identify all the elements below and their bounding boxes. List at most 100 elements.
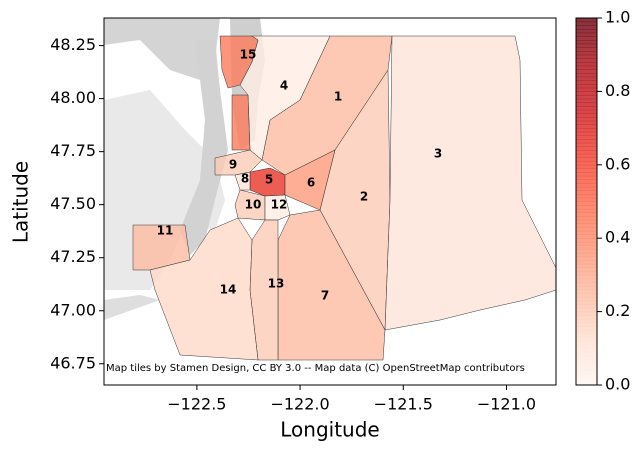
colorbar-step (576, 124, 597, 129)
colorbar-step (576, 58, 597, 63)
colorbar-step (576, 172, 597, 177)
colorbar-frame (575, 17, 598, 386)
region-label: 7 (321, 289, 329, 303)
colorbar-step (576, 73, 597, 78)
colorbar-step (576, 329, 597, 335)
colorbar-step (576, 216, 597, 221)
colorbar-step (576, 263, 597, 269)
region-label: 9 (229, 158, 237, 172)
colorbar-step (576, 106, 597, 111)
colorbar-step (576, 377, 597, 382)
colorbar-step (576, 381, 597, 386)
colorbar-step (576, 186, 597, 191)
colorbar-step (576, 157, 597, 162)
region-label: 2 (360, 190, 368, 204)
region-label: 13 (268, 277, 285, 291)
colorbar-tick-label: 0.8 (605, 81, 630, 100)
region (384, 35, 556, 331)
region-label: 6 (307, 176, 315, 190)
y-tick-label: 48.00 (50, 88, 96, 107)
colorbar-step (576, 95, 597, 100)
colorbar-step (576, 91, 597, 96)
colorbar-step (576, 84, 597, 89)
colorbar-step (576, 241, 597, 247)
colorbar-step (576, 337, 597, 342)
colorbar-step (576, 146, 597, 151)
colorbar-step (576, 120, 597, 125)
colorbar-tick-label: 0.4 (605, 228, 630, 247)
colorbar-step (576, 340, 597, 346)
colorbar-step (576, 102, 597, 107)
region (264, 194, 291, 221)
colorbar-step (576, 201, 597, 206)
colorbar-step (576, 373, 597, 379)
colorbar-step (576, 175, 597, 180)
colorbar-step (576, 249, 597, 254)
colorbar-step (576, 315, 597, 320)
x-tick-label: −122.5 (167, 395, 226, 414)
colorbar-step (576, 274, 597, 280)
region-label: 5 (265, 173, 273, 187)
colorbar-step (576, 69, 597, 74)
colorbar-step (576, 47, 597, 52)
colorbar-step (576, 65, 597, 70)
colorbar-step (576, 18, 597, 23)
colorbar-step (576, 32, 597, 37)
colorbar-step (576, 230, 597, 236)
colorbar-step (576, 267, 597, 272)
colorbar-step (576, 62, 597, 67)
colorbar-step (576, 234, 597, 239)
colorbar-step (576, 351, 597, 357)
colorbar-tick-label: 1.0 (605, 8, 630, 27)
colorbar-step (576, 370, 597, 375)
region (149, 217, 259, 361)
region-label: 11 (157, 224, 174, 238)
colorbar-step (576, 304, 597, 309)
colorbar-step (576, 21, 597, 26)
colorbar-step (576, 43, 597, 48)
colorbar-tick-label: 0.2 (605, 301, 630, 320)
colorbar-step (576, 25, 597, 30)
colorbar-step (576, 161, 597, 166)
colorbar-step (576, 348, 597, 353)
colorbar-step (576, 285, 597, 291)
colorbar-step (576, 362, 597, 368)
colorbar-step (576, 98, 597, 103)
colorbar-step (576, 318, 597, 324)
y-tick-label: 47.50 (50, 194, 96, 213)
colorbar-step (576, 139, 597, 144)
colorbar-step (576, 142, 597, 147)
region-label: 8 (241, 172, 249, 186)
colorbar-step (576, 113, 597, 118)
colorbar-step (576, 326, 597, 331)
x-axis-label: Longitude (280, 418, 379, 442)
colorbar-step (576, 36, 597, 41)
colorbar-step (576, 183, 597, 188)
region-label: 4 (280, 79, 288, 93)
y-tick-label: 48.25 (50, 35, 96, 54)
y-tick-label: 46.75 (50, 353, 96, 372)
colorbar-step (576, 227, 597, 232)
colorbar-step (576, 109, 597, 114)
colorbar-step (576, 51, 597, 56)
colorbar-step (576, 87, 597, 92)
colorbar-step (576, 333, 597, 338)
y-tick-label: 47.75 (50, 141, 96, 160)
colorbar-step (576, 128, 597, 133)
colorbar-tick-label: 0.0 (605, 375, 630, 394)
colorbar-step (576, 223, 597, 228)
region-label: 10 (245, 198, 262, 212)
x-tick-label: −121.0 (477, 395, 536, 414)
colorbar-step (576, 238, 597, 243)
colorbar-step (576, 245, 597, 250)
colorbar-tick-label: 0.6 (605, 154, 630, 173)
colorbar-step (576, 80, 597, 85)
colorbar-step (576, 311, 597, 316)
colorbar-step (576, 252, 597, 258)
colorbar-step (576, 212, 597, 217)
colorbar-step (576, 194, 597, 199)
colorbar-step (576, 164, 597, 169)
colorbar-step (576, 40, 597, 45)
colorbar-step (576, 359, 597, 364)
